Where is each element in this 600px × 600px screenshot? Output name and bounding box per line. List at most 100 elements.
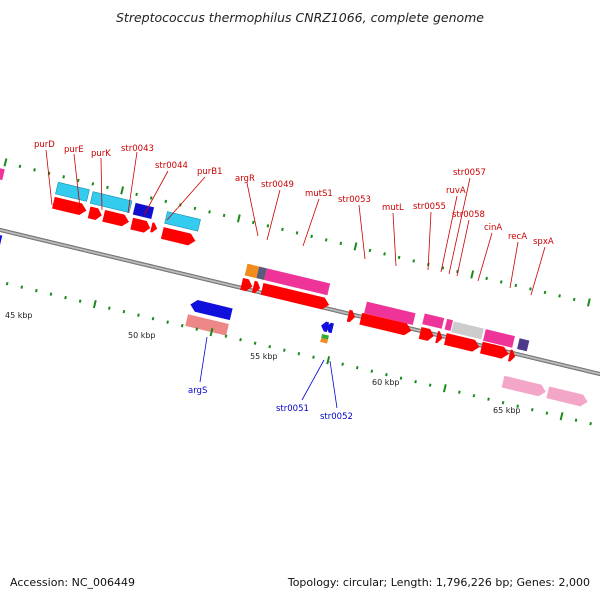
gene-label-argR: argR: [235, 174, 255, 184]
minor-tick: [35, 288, 38, 293]
gene-label-purK: purK: [91, 149, 111, 159]
minor-tick: [341, 362, 344, 366]
minor-tick: [543, 290, 547, 295]
gene-label-str0044: str0044: [155, 161, 188, 171]
gene-label-recA: recA: [508, 232, 527, 242]
cds-arrow: [359, 312, 412, 336]
minor-tick: [558, 294, 561, 298]
minor-tick: [20, 285, 24, 289]
reverse-cog-track: [185, 314, 588, 407]
major-tick: [92, 300, 97, 309]
cog-feature: [89, 191, 133, 214]
minor-tick: [399, 376, 403, 380]
minor-tick: [107, 306, 111, 310]
scale-label: 45 kbp: [5, 311, 33, 320]
forward-cds-track: [51, 196, 516, 362]
minor-tick: [545, 411, 549, 415]
minor-tick: [135, 192, 138, 197]
minor-tick: [76, 178, 80, 183]
gene-label-str0058: str0058: [452, 210, 485, 220]
cds-arrow: [102, 209, 129, 227]
cog-feature: [483, 329, 515, 348]
gene-label-spxA: spxA: [533, 237, 554, 247]
cog-feature: [132, 202, 155, 219]
minor-tick: [195, 327, 199, 331]
cog-feature: [0, 167, 5, 181]
minor-tick: [180, 323, 184, 328]
inner-tick-track: [5, 281, 592, 426]
gene-label-ruvA: ruvA: [446, 186, 466, 196]
minor-tick: [530, 408, 534, 412]
minor-tick: [164, 199, 168, 204]
cds-arrow: [479, 341, 509, 359]
scale-labels: 45 kbp 50 kbp 55 kbp 60 kbp 65 kbp: [5, 311, 521, 415]
scale-label: 65 kbp: [493, 406, 521, 415]
minor-tick: [18, 164, 22, 169]
cds-arrow: [87, 206, 102, 220]
map-strip: [0, 158, 600, 426]
gene-label-str0049: str0049: [261, 180, 294, 190]
minor-tick: [487, 397, 490, 401]
minor-tick: [281, 227, 284, 232]
cds-arrow: [346, 309, 355, 323]
topology-label: Topology: circular; Length: 1,796,226 bp…: [287, 576, 590, 589]
minor-tick: [282, 348, 286, 352]
cog-feature: [320, 337, 329, 344]
major-tick: [3, 158, 8, 167]
minor-tick: [355, 365, 359, 370]
cds-arrow: [190, 300, 233, 321]
gene-label-str0053: str0053: [338, 195, 371, 205]
cog-feature: [546, 386, 588, 407]
major-tick: [209, 328, 214, 337]
cog-feature: [444, 318, 453, 331]
minor-tick: [385, 372, 388, 377]
cds-arrow: [435, 331, 443, 344]
accession-label: Accession: NC_006449: [10, 576, 135, 589]
cog-feature: [501, 375, 546, 397]
cds-arrow: [418, 327, 434, 341]
genome-title: Streptococcus thermophilus CNRZ1066, com…: [116, 10, 484, 25]
minor-tick: [49, 292, 53, 296]
minor-tick: [78, 299, 82, 303]
minor-tick: [324, 238, 328, 242]
minor-tick: [428, 383, 432, 387]
gene-label-str0043: str0043: [121, 144, 154, 154]
cog-feature: [55, 181, 90, 202]
scale-label: 50 kbp: [128, 331, 156, 340]
minor-tick: [312, 355, 315, 359]
gene-label-str0051: str0051: [276, 404, 309, 414]
major-tick: [442, 384, 447, 393]
minor-tick: [472, 394, 476, 398]
minor-tick: [239, 337, 242, 342]
minor-tick: [149, 196, 153, 200]
cds-arrow: [0, 231, 3, 248]
major-tick: [586, 298, 591, 307]
reverse-label-leaders: [199, 336, 338, 409]
gene-label-mutL: mutL: [382, 203, 404, 213]
major-tick: [470, 270, 475, 279]
minor-tick: [91, 182, 95, 186]
forward-label-leaders: [45, 149, 546, 296]
gene-label-str0052: str0052: [320, 412, 353, 422]
cds-arrow: [160, 227, 196, 246]
cds-arrow: [443, 333, 480, 352]
minor-tick: [397, 255, 401, 260]
cog-feature: [264, 268, 331, 296]
cds-arrow: [51, 196, 87, 216]
minor-tick: [297, 351, 301, 356]
minor-tick: [166, 320, 169, 324]
minor-tick: [499, 280, 503, 284]
cog-feature: [364, 301, 416, 325]
minor-tick: [485, 276, 488, 281]
cog-feature: [256, 266, 267, 281]
cog-feature: [244, 263, 260, 279]
gene-label-mutS1: mutS1: [305, 189, 333, 199]
cog-feature: [164, 211, 201, 232]
minor-tick: [222, 213, 226, 218]
minor-tick: [224, 334, 228, 338]
gene-label-str0057: str0057: [453, 168, 486, 178]
reverse-gene-labels: argS str0051 str0052: [188, 386, 353, 422]
minor-tick: [62, 175, 66, 179]
scale-label: 60 kbp: [372, 378, 400, 387]
